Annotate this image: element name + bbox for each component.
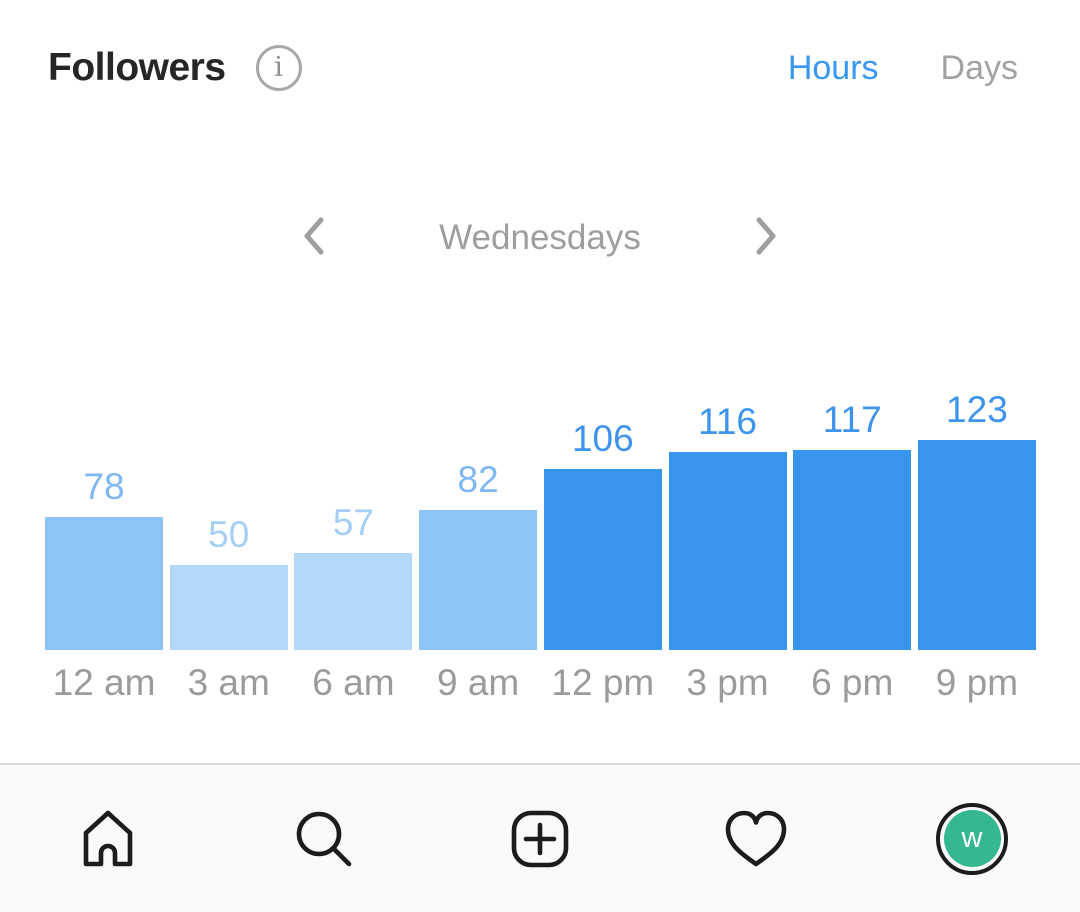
bar-column[interactable]: 50: [169, 513, 288, 650]
info-icon[interactable]: i: [255, 45, 302, 91]
home-icon: [76, 807, 140, 871]
bar-column[interactable]: 82: [419, 459, 538, 650]
x-axis-tick-label: 3 pm: [686, 662, 769, 703]
bar-value-label: 106: [571, 418, 634, 459]
page-title: Followers: [48, 46, 226, 89]
bar-value-label: 57: [332, 501, 374, 543]
nav-profile-button[interactable]: w: [864, 765, 1080, 912]
bar-rect: [169, 564, 288, 650]
bar-rect: [793, 450, 912, 650]
bar-rect: [917, 440, 1036, 650]
bar-rect: [45, 516, 163, 650]
bar-value-label: 82: [457, 459, 499, 500]
bar-column[interactable]: 106: [543, 418, 662, 650]
period-selector: Wednesdays: [0, 208, 1080, 268]
bar-rect: [294, 552, 413, 650]
bar-rect: [668, 452, 787, 650]
bar-column[interactable]: 57: [294, 501, 413, 650]
bottom-navigation: w: [0, 763, 1080, 912]
chevron-left-icon: [301, 215, 327, 262]
period-label: Wednesdays: [439, 218, 641, 257]
bar-rect: [419, 510, 538, 650]
bar-rect: [543, 469, 662, 650]
header: Followers i Hours Days: [48, 36, 1040, 100]
plus-square-icon: [508, 807, 572, 871]
bar-value-label: 123: [946, 389, 1008, 430]
bar-value-label: 50: [208, 513, 250, 555]
x-axis-tick-label: 6 am: [312, 662, 395, 703]
avatar-ring: w: [936, 802, 1008, 875]
x-axis-tick-label: 12 am: [52, 662, 156, 703]
bar-column[interactable]: 116: [668, 401, 787, 650]
heart-icon: [721, 807, 791, 871]
chevron-right-icon: [753, 215, 779, 262]
bar-column[interactable]: 78: [45, 466, 163, 650]
bar-value-label: 117: [822, 399, 882, 441]
bar-column[interactable]: 123: [917, 389, 1036, 650]
x-axis-tick-label: 9 am: [436, 662, 520, 703]
next-period-button[interactable]: [751, 216, 781, 260]
x-axis-labels: 12 am 3 am 6 am 9 am 12 pm 3 pm 6 pm 9 pm: [45, 662, 1036, 704]
nav-activity-button[interactable]: [648, 765, 864, 912]
bar-column[interactable]: 117: [793, 399, 912, 650]
bar-value-label: 78: [83, 465, 125, 507]
view-tabs: Hours Days: [788, 49, 1040, 88]
nav-home-button[interactable]: [0, 765, 216, 912]
followers-bar-chart: 78 50 57 82 106 116 117 123: [45, 0, 1036, 650]
avatar: w: [943, 810, 1001, 867]
x-axis-tick-label: 3 am: [187, 662, 270, 703]
x-axis-tick-label: 12 pm: [551, 662, 655, 703]
tab-hours[interactable]: Hours: [787, 48, 879, 87]
previous-period-button[interactable]: [299, 216, 329, 260]
search-icon: [292, 807, 356, 871]
x-axis-tick-label: 6 pm: [811, 662, 894, 703]
x-axis-tick-label: 9 pm: [935, 662, 1019, 703]
nav-new-post-button[interactable]: [432, 765, 648, 912]
tab-days[interactable]: Days: [940, 48, 1018, 87]
nav-search-button[interactable]: [216, 765, 432, 912]
bar-value-label: 116: [698, 401, 758, 442]
